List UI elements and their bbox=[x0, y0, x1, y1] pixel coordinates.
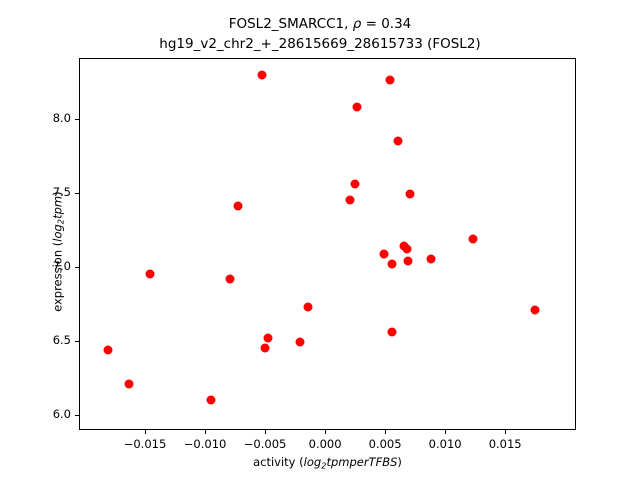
y-axis-tick-label: 7.0 bbox=[52, 259, 71, 274]
axis-label-unit: tpmperTFBS bbox=[326, 455, 398, 469]
x-axis-tick bbox=[445, 430, 447, 434]
scatter-point bbox=[387, 259, 397, 269]
y-axis-tick bbox=[75, 267, 79, 269]
scatter-point bbox=[350, 179, 360, 189]
scatter-point bbox=[145, 269, 155, 279]
chart-title: FOSL2_SMARCC1, ρ = 0.34 hg19_v2_chr2_+_2… bbox=[0, 14, 640, 54]
x-axis-tick-label: −0.015 bbox=[123, 437, 167, 451]
rho-symbol: ρ bbox=[352, 16, 362, 32]
y-axis-tick-label: 8.0 bbox=[52, 111, 71, 126]
axis-label-unit: tpm bbox=[50, 195, 65, 219]
scatter-point bbox=[530, 305, 540, 315]
x-axis-tick-label: 0.010 bbox=[428, 437, 462, 451]
x-axis-tick bbox=[385, 430, 387, 434]
scatter-point bbox=[260, 343, 270, 353]
y-axis-tick bbox=[75, 119, 79, 121]
scatter-point bbox=[403, 256, 413, 266]
scatter-point bbox=[263, 333, 273, 343]
x-axis-tick-label: 0.015 bbox=[488, 437, 522, 451]
axis-label-log: log bbox=[50, 224, 65, 242]
plot-data-area bbox=[80, 59, 575, 429]
scatter-point bbox=[426, 254, 436, 264]
y-axis-tick-label: 6.5 bbox=[52, 333, 71, 348]
rho-value: = 0.34 bbox=[361, 16, 412, 32]
plot-axes-frame bbox=[79, 58, 576, 430]
y-axis-tick bbox=[75, 415, 79, 417]
axis-label-prefix: activity ( bbox=[253, 455, 304, 469]
x-axis-tick-label: −0.010 bbox=[183, 437, 227, 451]
scatter-point bbox=[387, 327, 397, 337]
axis-label-subscript: 2 bbox=[55, 218, 66, 225]
x-axis-tick bbox=[205, 430, 207, 434]
axis-label-suffix: ) bbox=[50, 191, 65, 196]
scatter-point bbox=[352, 102, 362, 112]
y-axis-tick bbox=[75, 193, 79, 195]
x-axis-tick bbox=[145, 430, 147, 434]
y-axis-tick-label: 6.0 bbox=[52, 407, 71, 422]
scatter-point bbox=[405, 189, 415, 199]
scatter-point bbox=[233, 201, 243, 211]
chart-title-line-2: hg19_v2_chr2_+_28615669_28615733 (FOSL2) bbox=[159, 36, 481, 52]
scatter-point bbox=[206, 395, 216, 405]
y-axis-tick bbox=[75, 341, 79, 343]
chart-title-prefix: FOSL2_SMARCC1, bbox=[228, 16, 353, 32]
scatter-point bbox=[385, 75, 395, 85]
axis-label-subscript: 2 bbox=[321, 460, 327, 471]
scatter-point bbox=[257, 70, 267, 80]
scatter-point bbox=[295, 337, 305, 347]
scatter-point bbox=[379, 249, 389, 258]
x-axis-label: activity (log2tpmperTFBS) bbox=[79, 455, 576, 470]
axis-label-prefix: expression ( bbox=[50, 241, 65, 312]
x-axis-tick bbox=[325, 430, 327, 434]
scatter-point bbox=[468, 234, 478, 244]
y-axis-tick-label: 7.5 bbox=[52, 185, 71, 200]
scatter-point bbox=[345, 195, 355, 205]
axis-label-log: log bbox=[303, 455, 322, 469]
axis-label-suffix: ) bbox=[397, 455, 402, 469]
y-axis-label: expression (log2tpm) bbox=[50, 102, 65, 402]
scatter-point bbox=[303, 302, 313, 312]
scatter-point bbox=[393, 136, 403, 146]
scatter-point bbox=[103, 345, 113, 355]
x-axis-tick bbox=[265, 430, 267, 434]
scatter-point bbox=[402, 244, 412, 254]
scatter-point bbox=[124, 379, 134, 389]
x-axis-tick-label: −0.005 bbox=[243, 437, 287, 451]
x-axis-tick-label: 0.000 bbox=[308, 437, 342, 451]
x-axis-tick-label: 0.005 bbox=[368, 437, 402, 451]
chart-title-line-1: FOSL2_SMARCC1, ρ = 0.34 bbox=[0, 14, 640, 34]
scatter-point bbox=[225, 274, 235, 284]
x-axis-tick bbox=[505, 430, 507, 434]
